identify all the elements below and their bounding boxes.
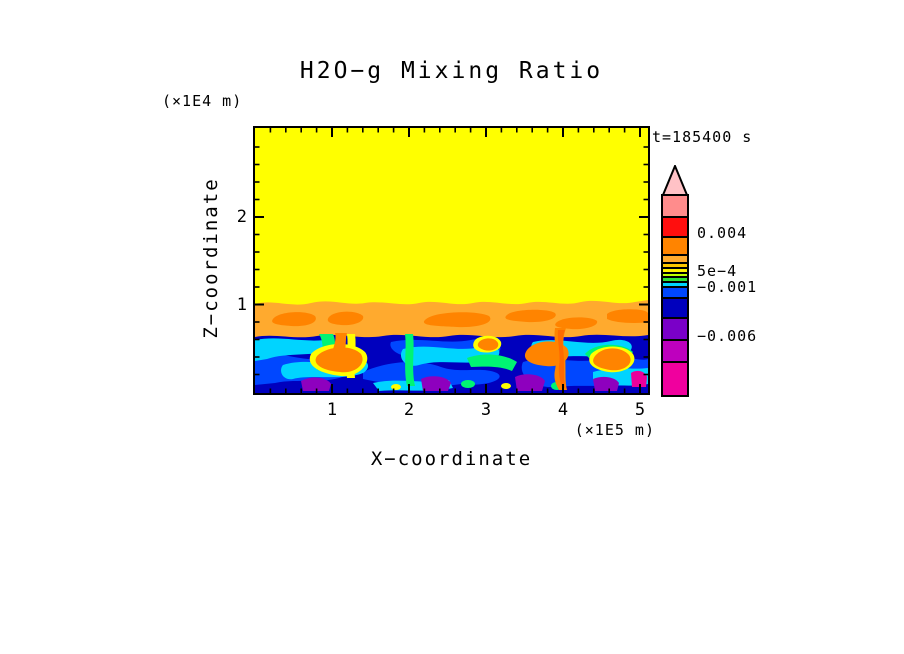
colorbar-segment xyxy=(663,274,687,278)
orange-plume xyxy=(331,333,347,358)
colorbar-segment xyxy=(663,238,687,256)
y-tick-label: 2 xyxy=(236,207,247,227)
green-speckle xyxy=(461,380,475,388)
time-annotation: t=185400 s xyxy=(652,128,753,146)
y-tick-label: 1 xyxy=(236,294,247,315)
colorbar-segment xyxy=(663,363,687,395)
dark-orange-blob xyxy=(327,311,364,326)
dark-orange-blob xyxy=(423,312,491,328)
purple-minimum xyxy=(593,376,619,391)
x-tick-label: 5 xyxy=(634,400,646,420)
colorbar-label: −0.006 xyxy=(697,327,758,345)
y-axis-unit: (×1E4 m) xyxy=(162,92,243,110)
yellow-speckle xyxy=(501,383,511,389)
colorbar-segment xyxy=(663,256,687,264)
x-tick-label: 2 xyxy=(403,400,415,420)
purple-minimum xyxy=(301,377,331,391)
colorbar-arrow-icon xyxy=(661,165,689,196)
cyan-streak xyxy=(255,338,337,361)
colorbar xyxy=(661,194,689,397)
colorbar-segment xyxy=(663,269,687,274)
orange-plume xyxy=(477,338,499,351)
chart-title: H2O−g Mixing Ratio xyxy=(299,58,604,84)
x-tick-label: 4 xyxy=(557,400,569,420)
x-axis-label: X−coordinate xyxy=(370,448,533,470)
colorbar-arrow-shape xyxy=(661,165,689,196)
blue-swirl xyxy=(363,361,500,387)
deep-orange-core xyxy=(557,330,565,388)
colorbar-segment xyxy=(663,283,687,288)
colorbar-segment xyxy=(663,196,687,218)
colorbar-label: 0.004 xyxy=(697,224,748,242)
dark-orange-blob xyxy=(607,309,648,323)
colorbar-label: −0.001 xyxy=(697,278,758,296)
green-filament xyxy=(467,354,517,371)
dark-orange-blob xyxy=(505,309,556,323)
yellow-speckle xyxy=(391,384,401,390)
colorbar-segment xyxy=(663,264,687,269)
colorbar-segment xyxy=(663,319,687,341)
orange-plume xyxy=(593,348,631,371)
colorbar-segment xyxy=(663,288,687,299)
colorbar-segment xyxy=(663,341,687,363)
purple-minimum xyxy=(515,374,545,391)
x-axis-unit: (×1E5 m) xyxy=(574,421,655,439)
dark-orange-blob xyxy=(272,312,316,327)
plot-area xyxy=(253,126,650,395)
colorbar-segment xyxy=(663,278,687,283)
magenta-minimum xyxy=(631,370,647,387)
colorbar-label: 5e−4 xyxy=(697,262,738,280)
contour-field xyxy=(255,128,648,393)
orange-plume xyxy=(315,347,363,373)
dark-orange-blob xyxy=(555,317,598,330)
colorbar-segment xyxy=(663,299,687,319)
x-tick-label: 3 xyxy=(480,400,492,420)
green-filament xyxy=(405,334,415,386)
purple-minimum xyxy=(421,376,451,391)
x-tick-label: 1 xyxy=(326,400,338,420)
colorbar-segment xyxy=(663,218,687,238)
